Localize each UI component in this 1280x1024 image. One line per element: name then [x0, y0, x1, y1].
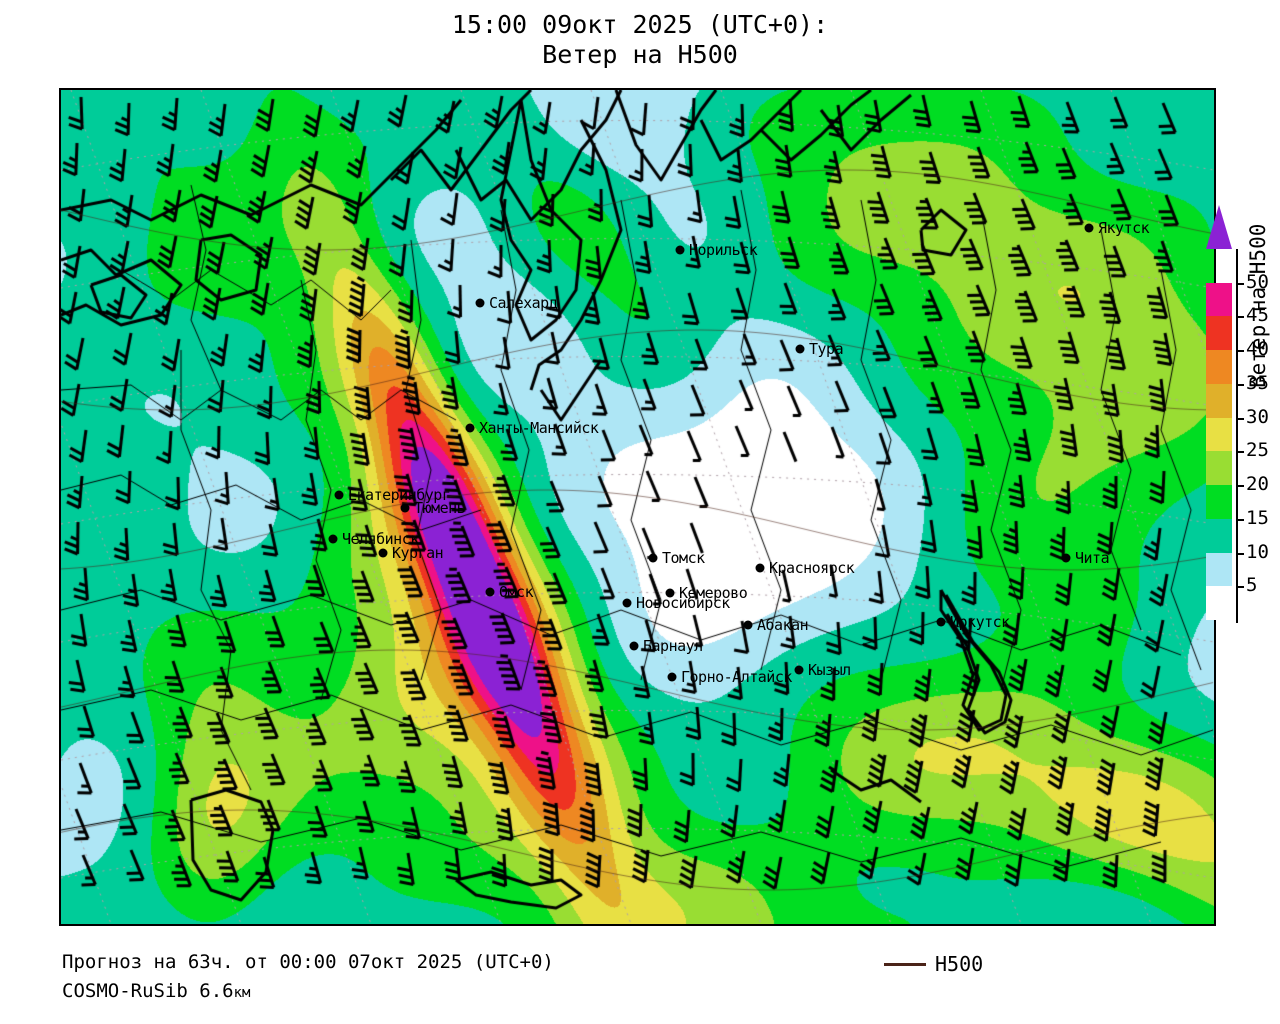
colorbar-title: Ветер на H500: [1246, 223, 1270, 388]
city-label: Абакан: [757, 616, 809, 634]
colorbar-axis: [1236, 249, 1238, 623]
city-label: Ханты-Мансийск: [479, 419, 599, 437]
title-datetime: 15:00 09окт 2025 (UTC+0):: [451, 10, 829, 39]
map-canvas[interactable]: [61, 90, 1214, 924]
city-label: Новосибирск: [636, 594, 730, 612]
colorbar-band: [1206, 282, 1232, 317]
page-title: 15:00 09окт 2025 (UTC+0): Ветер на H500: [0, 10, 1280, 70]
colorbar-tick: [1236, 417, 1244, 420]
h500-line-swatch: [884, 962, 926, 966]
colorbar-band: [1206, 451, 1232, 486]
colorbar-tick-label: 10: [1246, 540, 1269, 563]
city-label: Кызыл: [808, 661, 851, 679]
city-label: Чита: [1075, 549, 1110, 567]
city-dot-icon: [400, 503, 410, 513]
colorbar-tick: [1236, 383, 1244, 386]
city-label: Тура: [809, 340, 844, 358]
city-dot-icon: [675, 245, 685, 255]
colorbar-tick-label: 25: [1246, 439, 1269, 462]
colorbar-tick: [1236, 316, 1244, 319]
colorbar-band: [1206, 586, 1232, 620]
footer-model: COSMO-RuSib 6.6км: [62, 977, 962, 1008]
colorbar-tick-label: 35: [1246, 371, 1269, 394]
city-label: Барнаул: [643, 637, 703, 655]
title-parameter: Ветер на H500: [542, 40, 738, 69]
city-label: Горно-Алтайск: [681, 668, 792, 686]
colorbar-tick: [1236, 518, 1244, 521]
footer-forecast: Прогноз на 63ч. от 00:00 07окт 2025 (UTC…: [62, 951, 554, 973]
colorbar-tick-label: 40: [1246, 338, 1269, 361]
city-label: Томск: [662, 549, 705, 567]
colorbar-band: [1206, 350, 1232, 384]
colorbar-tick: [1236, 451, 1244, 454]
colorbar-tick: [1236, 282, 1244, 285]
colorbar-top-cap: [1206, 205, 1232, 249]
city-label: Салехард: [489, 294, 558, 312]
city-dot-icon: [378, 548, 388, 558]
city-label: Челябинск: [342, 530, 419, 548]
map-frame[interactable]: Якутск Норильск Тура Салехард Ханты-Мансийск…: [59, 88, 1216, 926]
city-dot-icon: [936, 617, 946, 627]
city-dot-icon: [743, 620, 753, 630]
colorbar-band: [1206, 485, 1232, 519]
h500-legend-label: H500: [935, 952, 984, 976]
city-label: Красноярск: [769, 559, 855, 577]
colorbar-tick: [1236, 350, 1244, 353]
footer-model-name: COSMO-RuSib 6.6: [62, 980, 234, 1002]
city-dot-icon: [648, 553, 658, 563]
city-dot-icon: [334, 490, 344, 500]
city-dot-icon: [667, 672, 677, 682]
city-dot-icon: [485, 587, 495, 597]
city-label: Норильск: [689, 241, 758, 259]
city-label: Тюмень: [414, 499, 466, 517]
city-dot-icon: [465, 423, 475, 433]
colorbar-tick: [1236, 552, 1244, 555]
city-dot-icon: [475, 298, 485, 308]
colorbar-band: [1206, 518, 1232, 553]
city-dot-icon: [622, 598, 632, 608]
city-dot-icon: [665, 588, 675, 598]
colorbar-bands: [1206, 249, 1232, 620]
city-dot-icon: [1061, 553, 1071, 563]
colorbar-tick-label: 5: [1246, 574, 1258, 597]
colorbar-band: [1206, 383, 1232, 418]
city-dot-icon: [629, 641, 639, 651]
colorbar-tick-label: 20: [1246, 473, 1269, 496]
city-label: Кемерово: [679, 584, 748, 602]
colorbar-tick-label: 30: [1246, 405, 1269, 428]
footer: Прогноз на 63ч. от 00:00 07окт 2025 (UTC…: [62, 948, 962, 1008]
city-dot-icon: [328, 534, 338, 544]
colorbar-band: [1206, 316, 1232, 351]
city-label: Екатеринбург: [348, 486, 451, 504]
city-dot-icon: [794, 665, 804, 675]
city-label: Якутск: [1098, 219, 1150, 237]
city-dot-icon: [795, 344, 805, 354]
colorbar-band: [1206, 417, 1232, 452]
city-dot-icon: [1084, 223, 1094, 233]
colorbar-tick: [1236, 485, 1244, 488]
h500-legend: H500: [884, 952, 983, 976]
city-dot-icon: [755, 563, 765, 573]
footer-model-unit: км: [233, 985, 251, 1001]
colorbar-tick-label: 15: [1246, 506, 1269, 529]
city-label: Курган: [392, 544, 444, 562]
city-label: Иркутск: [950, 613, 1010, 631]
colorbar: 5 10 15 20 25 30 35 40 45 50: [1206, 205, 1269, 623]
colorbar-tick: [1236, 586, 1244, 589]
city-label: Омск: [499, 583, 534, 601]
colorbar-band: [1206, 552, 1232, 587]
colorbar-tick-label: 50: [1246, 270, 1269, 293]
colorbar-tick-label: 45: [1246, 304, 1269, 327]
